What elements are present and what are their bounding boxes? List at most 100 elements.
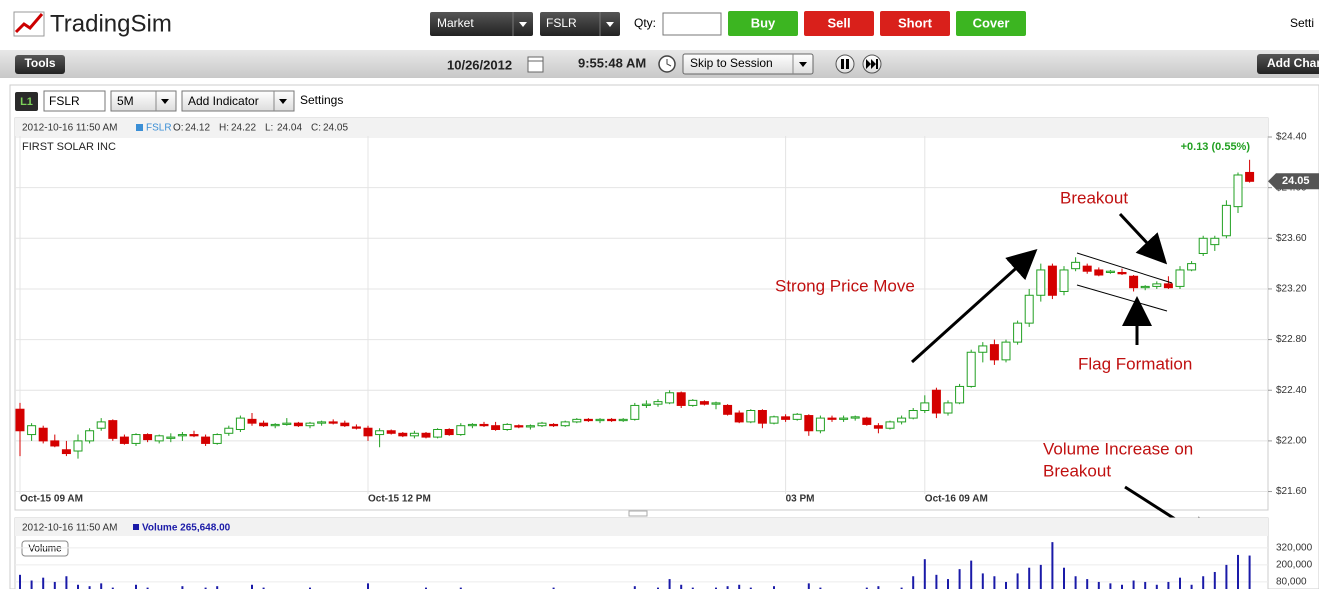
volume-bar [1237, 554, 1239, 589]
button-text: Short [898, 15, 933, 30]
volume-bar [923, 559, 926, 589]
fast-forward-button[interactable] [862, 54, 882, 74]
y2-tick-label: 320,000 [1276, 542, 1313, 553]
settings-link[interactable]: Setti [1290, 16, 1314, 30]
candle-body [259, 422, 269, 427]
volume-bar [367, 583, 369, 589]
ohlc-label: L: [265, 123, 273, 134]
select-text: Add Indicator [188, 94, 259, 108]
volume-bar [1155, 584, 1158, 589]
pane-resizer[interactable] [628, 510, 648, 517]
symbol-select[interactable]: FSLR [540, 12, 620, 36]
volume-bar [552, 587, 555, 589]
volume-bar [1005, 581, 1007, 589]
y-tick-label: $23.60 [1276, 233, 1307, 244]
candle-body [143, 434, 153, 441]
candle-body [270, 423, 280, 427]
volume-bar [1144, 581, 1147, 589]
order-type-select[interactable]: Market [430, 12, 533, 36]
candle-body [1175, 269, 1185, 287]
candle-body [978, 345, 988, 353]
icon [527, 56, 544, 73]
select-text: FSLR [546, 16, 577, 30]
price-badge-text: 24.05 [1282, 175, 1310, 187]
candle-body [27, 425, 37, 436]
volume-bar [935, 574, 938, 589]
candle-body [1047, 265, 1057, 296]
volume-bar [309, 587, 311, 589]
candle-body [398, 432, 408, 437]
volume-bar [1063, 567, 1065, 589]
skip-select[interactable]: Skip to Session [682, 53, 814, 75]
volume-bar [807, 583, 810, 589]
candle-body [641, 403, 651, 406]
candle-body [757, 410, 767, 424]
candle-body [943, 402, 953, 414]
candle-body [1094, 269, 1104, 276]
candle-body [317, 421, 327, 424]
price-change: +0.13 (0.55%) [1181, 141, 1251, 153]
candle-body [711, 402, 721, 405]
y-tick-label: $22.80 [1276, 334, 1307, 345]
volume-bar [459, 587, 462, 589]
volume-button[interactable] [21, 540, 69, 557]
buy-button[interactable]: Buy [728, 11, 798, 36]
volume-bar [53, 581, 56, 589]
select-arrow [161, 99, 169, 104]
volume-bar [958, 569, 961, 589]
price-pane [14, 117, 1269, 511]
candle-body [804, 415, 814, 432]
logo-text: TradingSim [50, 10, 172, 37]
logo-arrow [14, 13, 44, 34]
candle-body [908, 410, 918, 419]
select-arrow [519, 22, 527, 27]
qty-input[interactable] [662, 12, 722, 36]
volume-bar [633, 586, 636, 589]
icon [846, 59, 849, 69]
volume-bar [181, 586, 184, 589]
logo[interactable]: TradingSim [13, 10, 172, 37]
candle-body [1129, 275, 1139, 289]
candle-body [235, 417, 245, 430]
ohlc-value: 24.04 [277, 123, 302, 134]
icon [841, 59, 844, 69]
volume-bar [1132, 580, 1135, 589]
cover-button[interactable]: Cover [956, 11, 1026, 36]
candle-body [421, 432, 431, 438]
short-button[interactable]: Short [880, 11, 950, 36]
clock-icon[interactable] [658, 55, 676, 73]
interval-select[interactable]: 5M [110, 90, 177, 112]
pause-button[interactable] [835, 54, 855, 74]
icon [835, 54, 855, 74]
calendar-icon[interactable] [527, 56, 544, 73]
candle-body [456, 425, 466, 436]
qty-label: Qty: [634, 16, 656, 30]
chart-settings[interactable]: Settings [300, 93, 343, 107]
candle-body [375, 430, 385, 436]
symbol-input[interactable] [43, 90, 106, 112]
volume-bar [657, 587, 659, 589]
volume-bar [19, 574, 21, 589]
y-tick-label: $22.40 [1276, 385, 1307, 396]
ohlc-value: 24.05 [323, 123, 348, 134]
candle-body [1036, 269, 1046, 296]
add-chart-button[interactable]: Add Char [1257, 54, 1319, 74]
candle-body [201, 436, 211, 444]
select-text: 5M [117, 94, 134, 108]
button-bg [956, 11, 1026, 36]
tools-button[interactable]: Tools [15, 55, 65, 74]
add-indicator-select[interactable]: Add Indicator [181, 90, 295, 112]
sell-button[interactable]: Sell [804, 11, 874, 36]
candle-body [305, 422, 315, 427]
candle-body [502, 423, 512, 430]
volume-bar [1016, 573, 1019, 589]
candle-body [1024, 294, 1034, 324]
button-bg [15, 55, 65, 74]
volume-bar [65, 576, 68, 589]
volume-bar [1179, 577, 1181, 589]
candle-body [1001, 341, 1011, 361]
volume-bar [216, 586, 219, 589]
candle-body [1233, 174, 1243, 208]
candle-body [1198, 237, 1208, 254]
